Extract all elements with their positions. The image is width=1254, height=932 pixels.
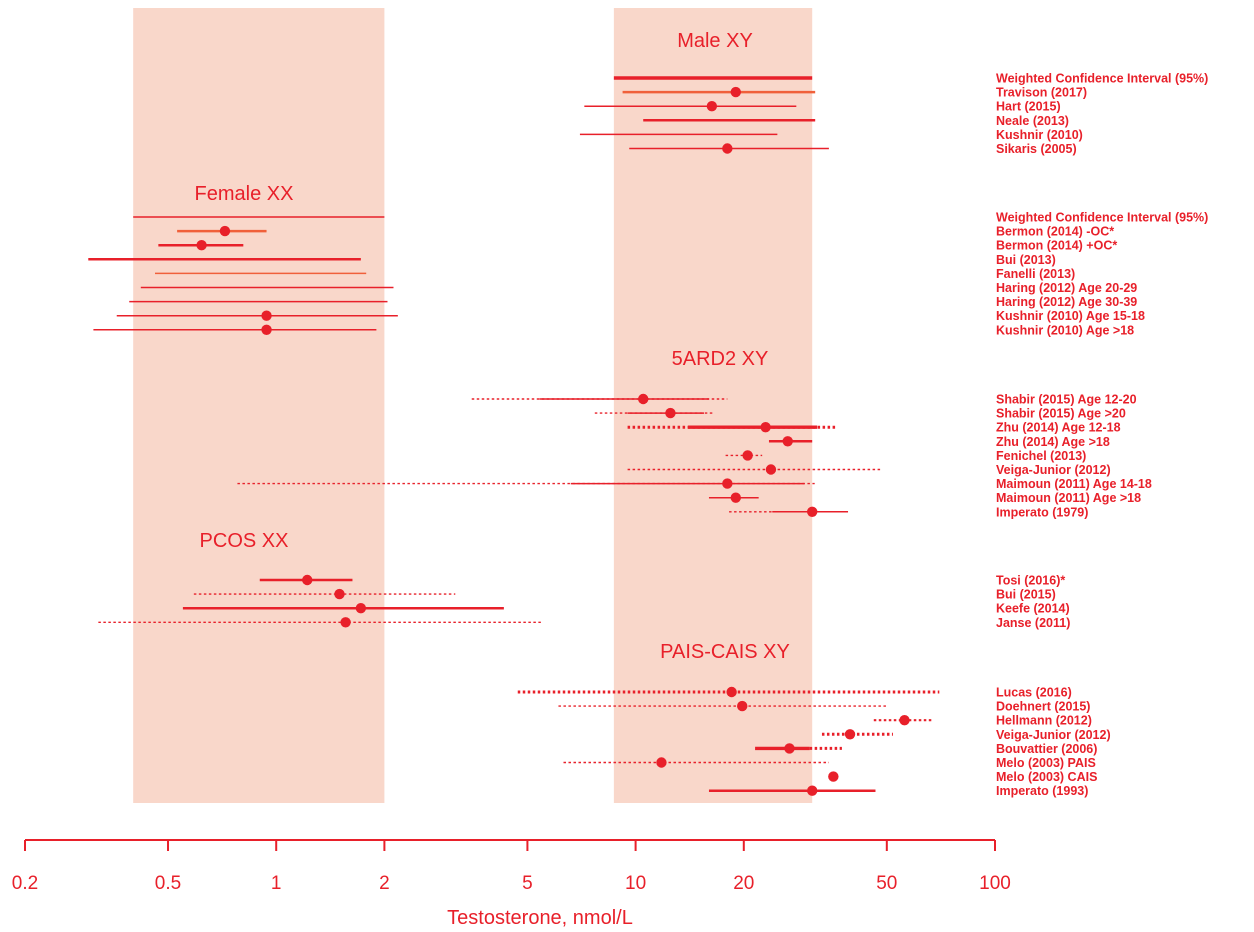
study-label: Travison (2017) (996, 86, 1087, 100)
point-estimate (899, 715, 910, 726)
study-label: Shabir (2015) Age >20 (996, 407, 1126, 421)
x-tick-label: 100 (979, 873, 1011, 894)
study-label: Shabir (2015) Age 12-20 (996, 393, 1137, 407)
study-label: Maimoun (2011) Age 14-18 (996, 477, 1152, 491)
point-estimate (730, 492, 741, 503)
study-label: Tosi (2016)* (996, 574, 1065, 588)
study-label: Imperato (1979) (996, 505, 1088, 519)
study-label: Kushnir (2010) Age 15-18 (996, 309, 1145, 323)
x-tick-label: 0.2 (12, 873, 38, 894)
point-estimate (355, 603, 367, 614)
study-label: Lucas (2016) (996, 686, 1072, 700)
point-estimate (219, 225, 231, 237)
point-estimate (742, 450, 753, 461)
study-label: Bermon (2014) +OC* (996, 239, 1117, 253)
point-estimate (261, 324, 272, 335)
point-estimate (765, 464, 777, 475)
study-label: Bui (2015) (996, 588, 1056, 602)
point-estimate (806, 785, 818, 796)
study-rows (88, 76, 940, 796)
point-estimate (806, 506, 818, 517)
group-labels: Male XY Female XX 5ARD2 XY PCOS XX PAIS-CAIS… (195, 30, 790, 663)
x-tick-label: 2 (379, 873, 390, 894)
study-label: Fenichel (2013) (996, 449, 1086, 463)
x-axis-ticks: 0.2 0.5 1 2 5 10 20 50 100 (12, 840, 1011, 894)
study-label: Hellmann (2012) (996, 714, 1092, 728)
point-estimate (665, 407, 676, 419)
point-estimate (196, 240, 207, 251)
x-axis: 0.2 0.5 1 2 5 10 20 50 100 Testosterone, nmol/L (12, 839, 1011, 929)
x-tick-label: 20 (733, 873, 754, 894)
point-estimate (737, 700, 748, 712)
group-label: Female XX (195, 183, 294, 205)
study-label: Weighted Confidence Interval (95%) (996, 211, 1208, 225)
study-label: Sikaris (2005) (996, 142, 1077, 156)
reference-band-1 (613, 8, 813, 803)
point-estimate (706, 101, 718, 112)
study-label: Kushnir (2010) (996, 128, 1083, 142)
study-label: Veiga-Junior (2012) (996, 728, 1111, 742)
point-estimate (722, 478, 733, 489)
x-tick-label: 0.5 (155, 873, 181, 894)
study-label: Keefe (2014) (996, 602, 1070, 616)
study-label: Haring (2012) Age 20-29 (996, 281, 1137, 295)
point-estimate (730, 86, 741, 98)
study-label: Haring (2012) Age 30-39 (996, 295, 1137, 309)
study-label: Veiga-Junior (2012) (996, 463, 1111, 477)
point-estimate (261, 310, 272, 321)
x-tick-label: 5 (522, 873, 533, 894)
x-axis-title: Testosterone, nmol/L (447, 907, 633, 929)
point-estimate (760, 422, 771, 433)
study-label: Melo (2003) PAIS (996, 756, 1096, 770)
study-label: Imperato (1993) (996, 784, 1088, 798)
group-label: PAIS-CAIS XY (660, 641, 790, 663)
point-estimate (828, 771, 839, 782)
group-label: 5ARD2 XY (672, 348, 769, 370)
group-label: PCOS XX (200, 530, 289, 552)
study-label: Kushnir (2010) Age >18 (996, 323, 1134, 337)
study-label: Bouvattier (2006) (996, 742, 1097, 756)
point-estimate (638, 393, 649, 405)
study-label: Zhu (2014) Age 12-18 (996, 421, 1121, 435)
study-label: Janse (2011) (996, 616, 1070, 630)
study-label: Weighted Confidence Interval (95%) (996, 72, 1208, 86)
study-label: Fanelli (2013) (996, 267, 1075, 281)
point-estimate (340, 617, 351, 628)
reference-band-0 (133, 8, 385, 803)
point-estimate (726, 686, 737, 698)
study-label: Doehnert (2015) (996, 700, 1090, 714)
x-tick-label: 1 (271, 873, 282, 894)
x-tick-label: 10 (625, 873, 646, 894)
study-label: Melo (2003) CAIS (996, 770, 1097, 784)
study-labels: Weighted Confidence Interval (95%)Travis… (996, 72, 1208, 799)
study-label: Neale (2013) (996, 114, 1069, 128)
study-label: Maimoun (2011) Age >18 (996, 491, 1141, 505)
x-tick-label: 50 (876, 873, 897, 894)
reference-bands (133, 8, 813, 803)
study-label: Bui (2013) (996, 253, 1056, 267)
point-estimate (782, 436, 793, 447)
point-estimate (334, 588, 345, 600)
point-estimate (722, 143, 733, 154)
point-estimate (844, 729, 856, 740)
point-estimate (784, 743, 795, 754)
study-label: Hart (2015) (996, 100, 1061, 114)
study-label: Bermon (2014) -OC* (996, 225, 1114, 239)
study-label: Zhu (2014) Age >18 (996, 435, 1110, 449)
point-estimate (302, 574, 313, 586)
group-label: Male XY (677, 30, 753, 52)
point-estimate (656, 757, 667, 768)
